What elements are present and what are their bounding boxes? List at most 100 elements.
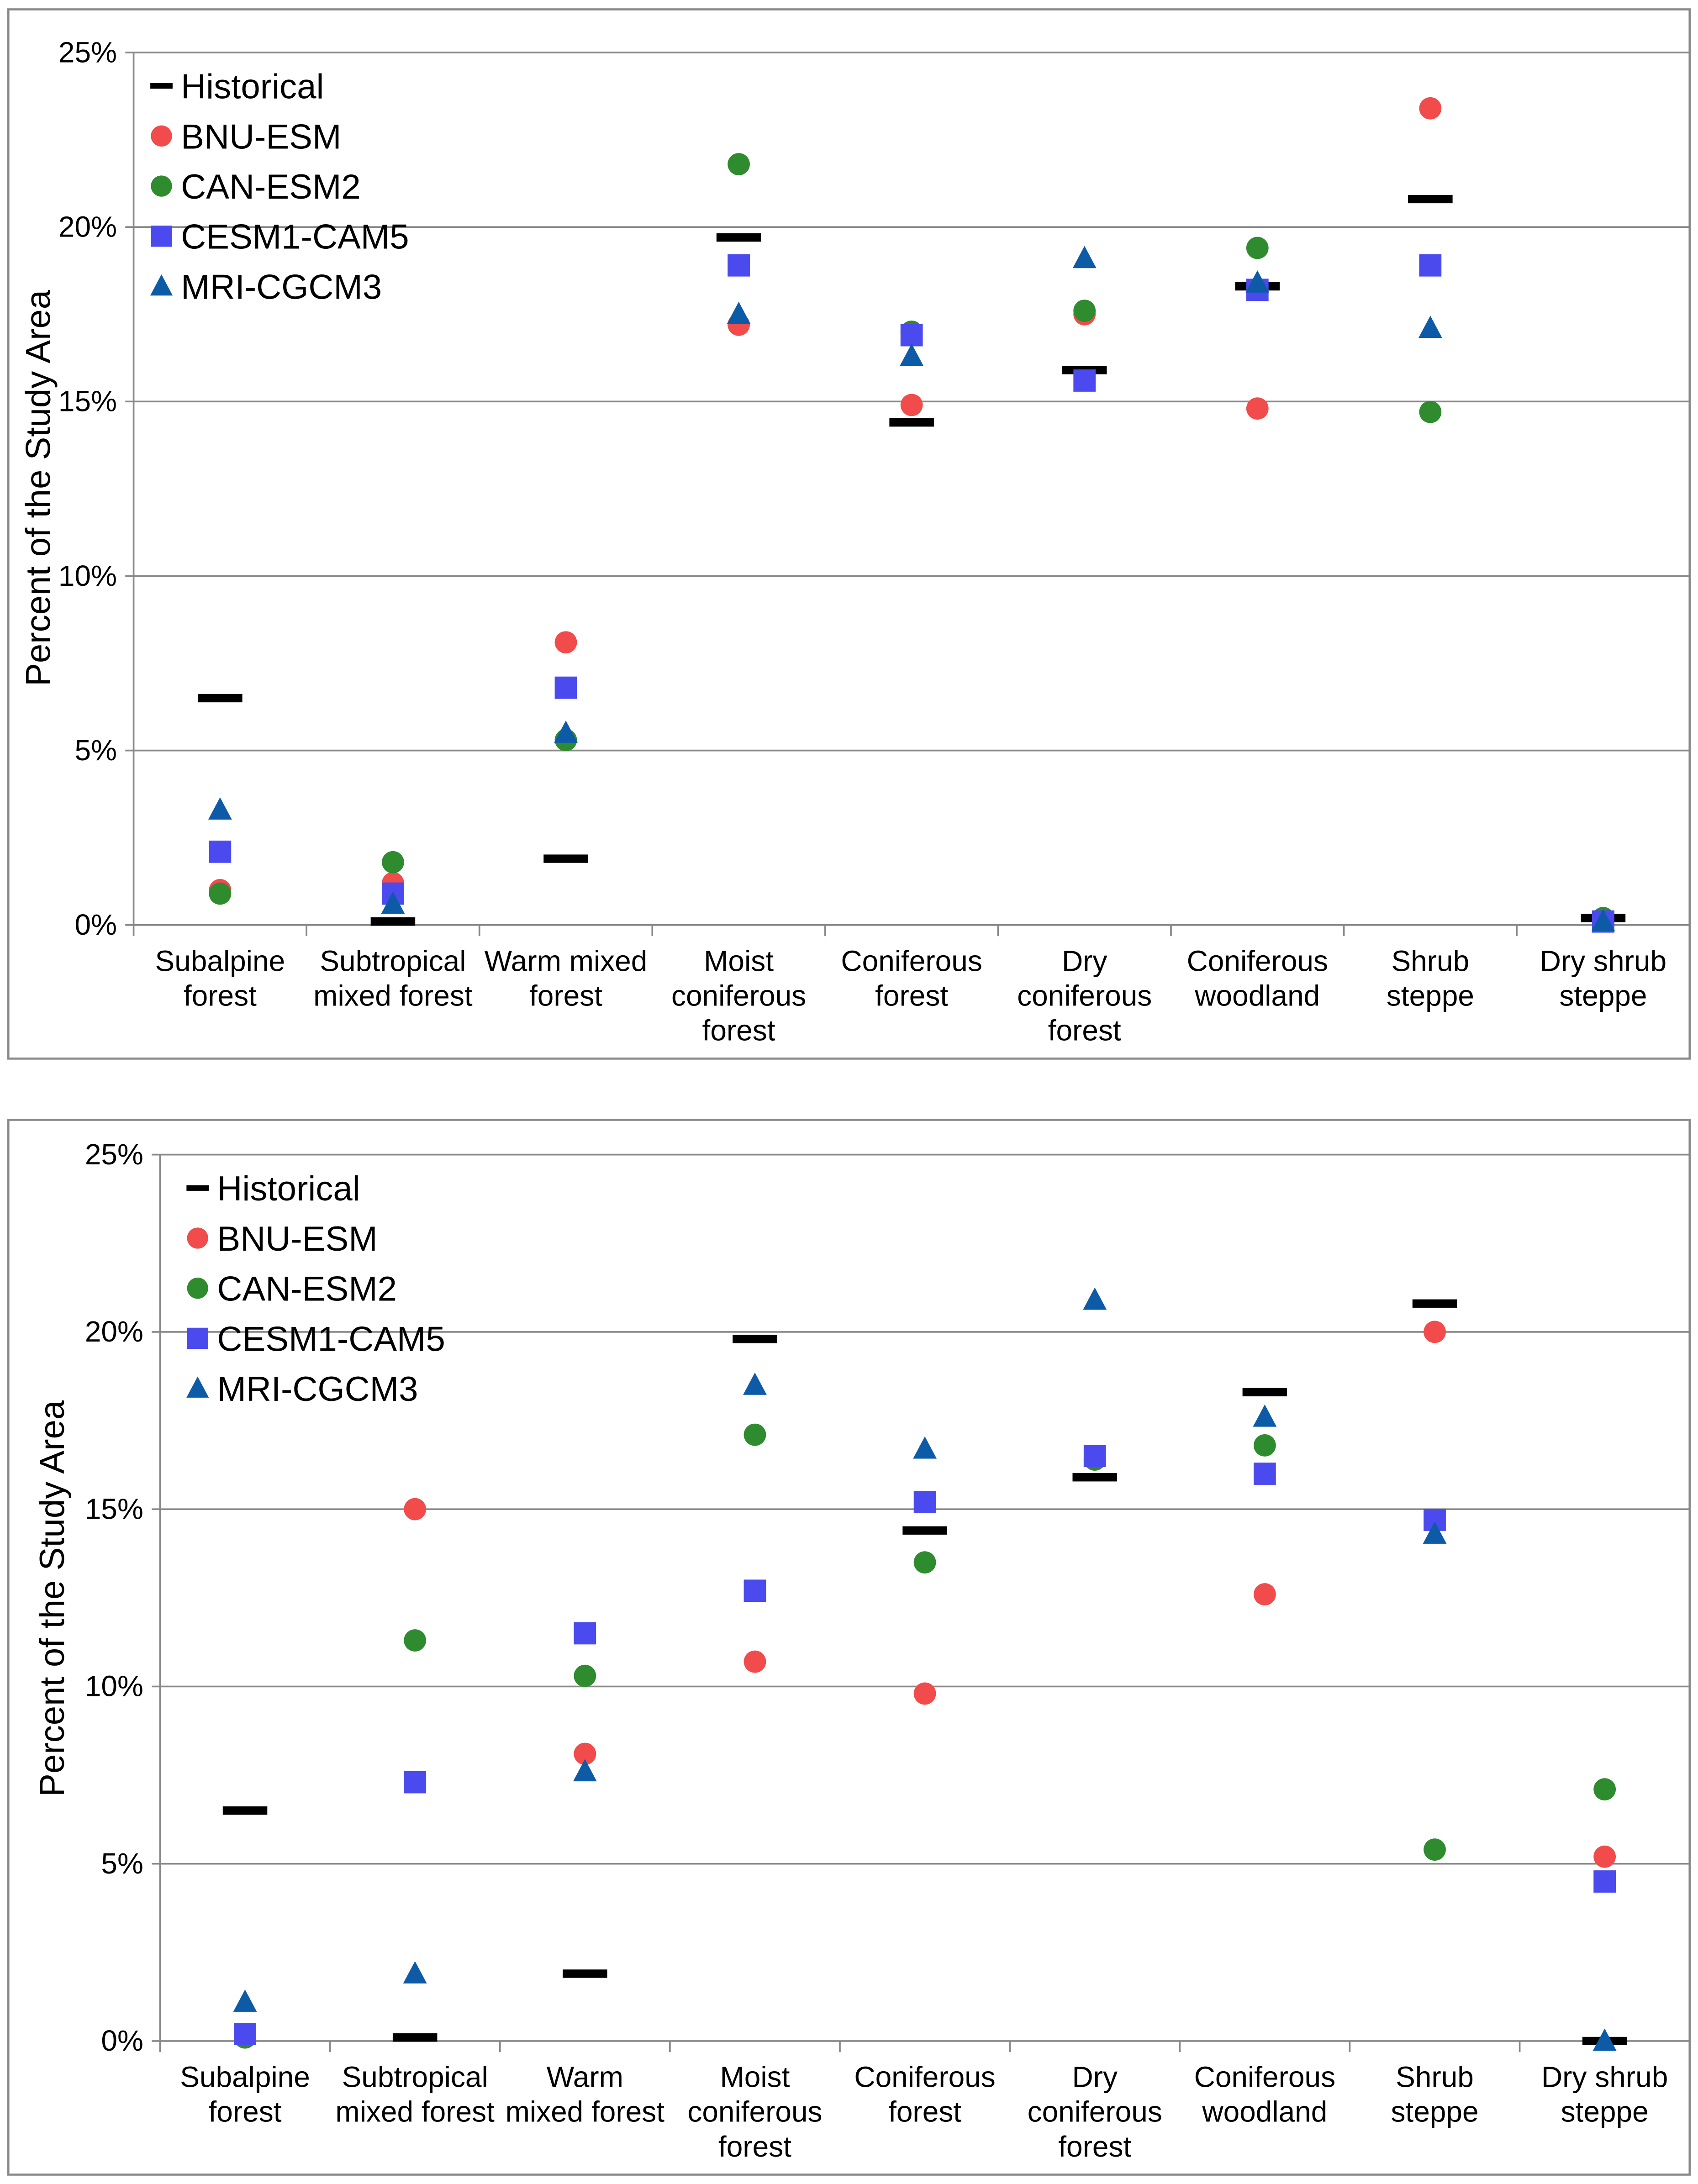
x-category-label: Shrub bbox=[1391, 944, 1469, 977]
legend-label: CAN-ESM2 bbox=[181, 168, 361, 206]
legend: Historical BNU-ESM CAN-ESM2 CESM1-CAM5 MRI-C… bbox=[186, 1169, 445, 1409]
series-cesm1-cam5 bbox=[234, 1445, 1616, 2045]
data-point-dash bbox=[198, 694, 243, 703]
x-category-label: mixed forest bbox=[313, 979, 473, 1012]
data-point-triangle bbox=[1083, 1287, 1107, 1310]
legend-label: CESM1-CAM5 bbox=[217, 1320, 445, 1358]
data-point-dash bbox=[716, 233, 761, 242]
data-point-circle bbox=[1246, 397, 1269, 420]
y-axis-label: Percent of the Study Area bbox=[33, 1400, 72, 1797]
data-point-square bbox=[234, 2023, 256, 2045]
data-point-circle bbox=[1419, 400, 1442, 423]
x-category-label: forest bbox=[718, 2130, 791, 2163]
data-point-triangle bbox=[1072, 246, 1097, 268]
data-point-dash bbox=[1242, 1388, 1287, 1397]
legend-marker-square bbox=[151, 226, 172, 247]
legend-marker-circle bbox=[151, 125, 172, 147]
x-category-label: steppe bbox=[1391, 2095, 1478, 2128]
data-point-triangle bbox=[1593, 2028, 1617, 2051]
y-axis-label: Percent of the Study Area bbox=[19, 289, 58, 686]
legend-label: BNU-ESM bbox=[181, 117, 341, 156]
x-category-label: forest bbox=[184, 979, 257, 1012]
data-point-triangle bbox=[900, 343, 924, 366]
data-point-circle bbox=[404, 1629, 427, 1652]
data-point-circle bbox=[728, 153, 750, 175]
legend-label: CAN-ESM2 bbox=[217, 1270, 397, 1309]
y-tick-label: 0% bbox=[101, 2024, 143, 2057]
x-category-label: mixed forest bbox=[506, 2095, 665, 2128]
legend-label: Historical bbox=[181, 68, 324, 106]
series-mri-cgcm3 bbox=[208, 246, 1615, 931]
data-point-square bbox=[1593, 1870, 1616, 1893]
legend-marker-circle bbox=[187, 1227, 208, 1249]
data-point-dash bbox=[543, 854, 588, 863]
y-tick-label: 25% bbox=[58, 36, 117, 68]
x-category-label: Shrub bbox=[1396, 2060, 1474, 2093]
data-point-circle bbox=[913, 1682, 936, 1705]
data-point-square bbox=[209, 840, 232, 863]
x-category-label: mixed forest bbox=[335, 2095, 495, 2128]
y-tick-label: 5% bbox=[75, 734, 117, 767]
data-point-square bbox=[728, 254, 750, 277]
data-point-triangle bbox=[403, 1961, 427, 1984]
data-point-dash bbox=[222, 1806, 268, 1815]
x-category-label: forest bbox=[875, 979, 948, 1012]
legend-marker-dash bbox=[150, 83, 173, 89]
data-point-dash bbox=[392, 2033, 438, 2042]
x-category-label: forest bbox=[1048, 1014, 1121, 1047]
data-point-circle bbox=[1246, 237, 1269, 259]
y-tick-label: 0% bbox=[75, 908, 117, 941]
data-point-dash bbox=[902, 1526, 947, 1535]
data-point-circle bbox=[574, 1742, 596, 1765]
x-category-label: woodland bbox=[1194, 979, 1320, 1012]
x-category-label: forest bbox=[529, 979, 602, 1012]
chart-frame bbox=[7, 8, 1691, 1060]
data-point-dash bbox=[1408, 195, 1453, 204]
data-point-circle bbox=[209, 882, 232, 905]
x-category-label: coniferous bbox=[671, 979, 806, 1012]
x-category-label: forest bbox=[702, 1014, 775, 1047]
data-point-circle bbox=[1253, 1583, 1276, 1605]
x-category-label: coniferous bbox=[1017, 979, 1152, 1012]
y-tick-label: 20% bbox=[85, 1315, 143, 1348]
y-tick-label: 15% bbox=[58, 385, 117, 418]
data-point-circle bbox=[1424, 1838, 1446, 1861]
x-category-label: forest bbox=[209, 2095, 282, 2128]
y-tick-label: 5% bbox=[101, 1847, 143, 1880]
data-point-square bbox=[744, 1579, 766, 1602]
x-category-label: Dry bbox=[1072, 2060, 1118, 2093]
x-category-label: Coniferous bbox=[841, 944, 982, 977]
data-point-circle bbox=[554, 631, 577, 654]
data-point-triangle bbox=[1423, 1521, 1447, 1544]
x-category-label: Coniferous bbox=[854, 2060, 995, 2093]
data-point-triangle bbox=[913, 1436, 937, 1459]
data-point-dash bbox=[370, 917, 416, 926]
x-category-label: Warm mixed bbox=[485, 944, 648, 977]
data-point-circle bbox=[1419, 97, 1442, 120]
series-mri-cgcm3 bbox=[233, 1287, 1617, 2051]
data-point-circle bbox=[404, 1498, 427, 1521]
data-point-circle bbox=[744, 1423, 766, 1446]
data-point-dash bbox=[889, 418, 934, 427]
data-point-square bbox=[554, 676, 577, 699]
data-point-circle bbox=[574, 1664, 596, 1687]
x-category-label: coniferous bbox=[687, 2095, 822, 2128]
x-category-label: Subtropical bbox=[320, 944, 466, 977]
x-category-label: steppe bbox=[1387, 979, 1474, 1012]
legend-marker-dash bbox=[186, 1185, 209, 1191]
data-point-triangle bbox=[743, 1372, 767, 1395]
legend-marker-triangle bbox=[150, 274, 173, 296]
x-category-label: Coniferous bbox=[1187, 944, 1328, 977]
data-point-circle bbox=[900, 394, 923, 416]
x-category-label: steppe bbox=[1559, 979, 1647, 1012]
x-category-label: Dry shrub bbox=[1541, 2060, 1668, 2093]
x-category-label: Moist bbox=[720, 2060, 790, 2093]
chart-frame bbox=[7, 1119, 1691, 2176]
data-point-triangle bbox=[208, 797, 232, 820]
legend-marker-square bbox=[187, 1327, 208, 1349]
data-point-circle bbox=[382, 851, 404, 874]
data-point-triangle bbox=[381, 891, 405, 914]
data-point-circle bbox=[1073, 300, 1096, 322]
data-point-square bbox=[900, 324, 923, 347]
legend-marker-triangle bbox=[186, 1376, 209, 1398]
